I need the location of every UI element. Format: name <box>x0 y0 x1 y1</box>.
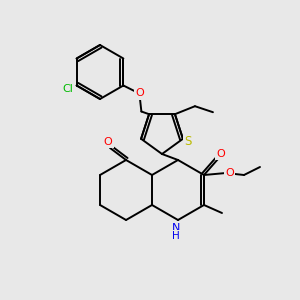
Text: S: S <box>184 135 192 148</box>
Text: N: N <box>172 223 180 233</box>
Text: O: O <box>104 137 112 147</box>
Text: Cl: Cl <box>62 83 73 94</box>
Text: O: O <box>226 168 234 178</box>
Text: O: O <box>135 88 144 98</box>
Text: O: O <box>217 149 225 159</box>
Text: H: H <box>172 231 180 241</box>
